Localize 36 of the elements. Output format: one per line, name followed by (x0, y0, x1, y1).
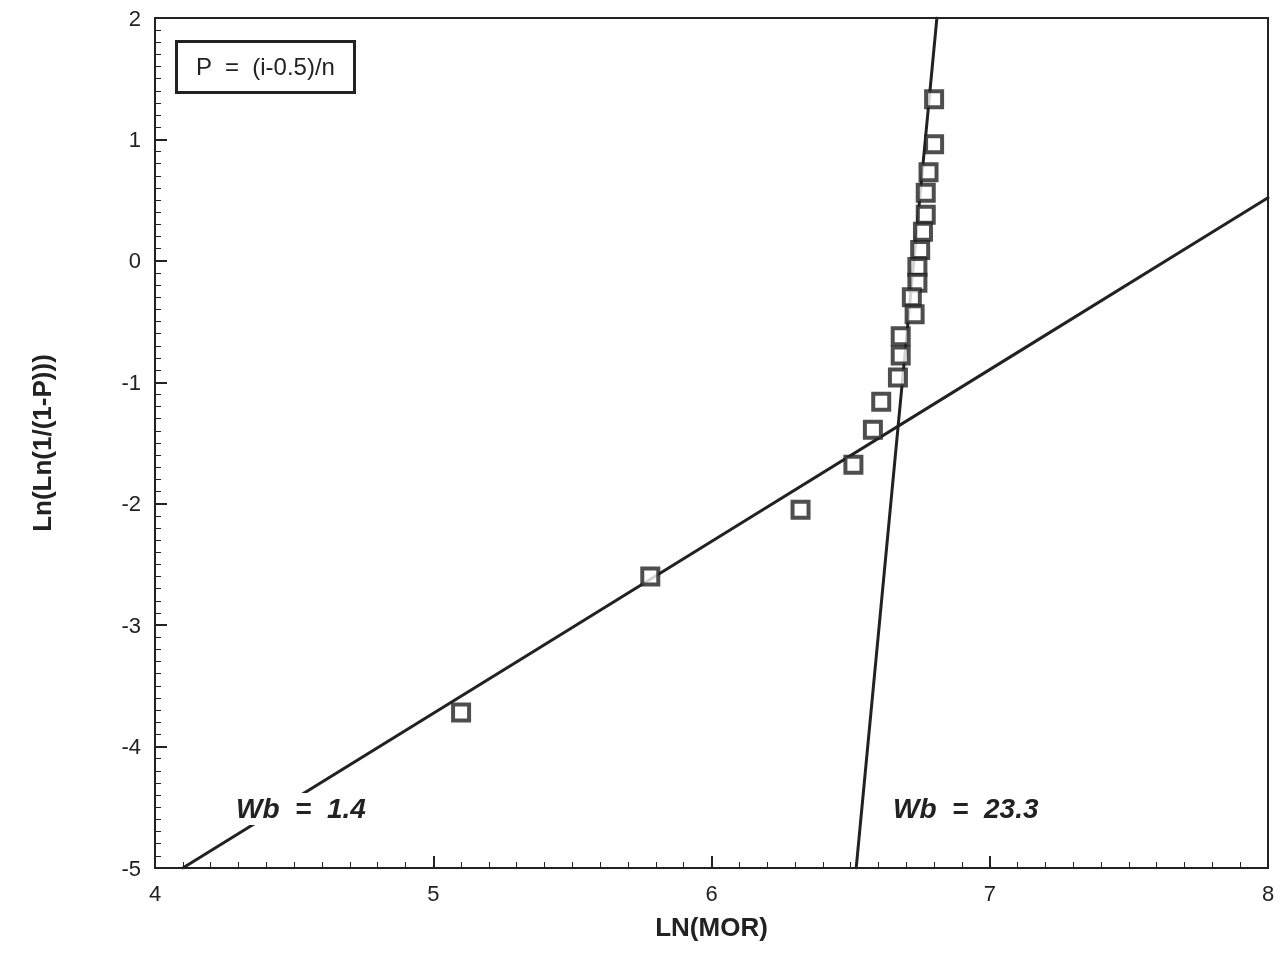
annotation: Wb = 23.3 (893, 793, 1039, 825)
formula-box: P = (i-0.5)/n (175, 40, 356, 94)
y-tick-label: -1 (121, 369, 141, 395)
y-tick-label: -5 (121, 855, 141, 881)
point (912, 221, 933, 242)
point (915, 182, 936, 203)
point (890, 326, 911, 347)
point (915, 204, 936, 225)
point (904, 304, 925, 325)
point (901, 287, 922, 308)
point (918, 162, 939, 183)
annotation: Wb = 1.4 (236, 793, 366, 825)
point (924, 89, 945, 110)
point (887, 367, 908, 388)
y-tick-label: -2 (121, 491, 141, 517)
x-tick-label: 6 (705, 880, 718, 906)
x-tick-label: 7 (983, 880, 996, 906)
y-tick-label: 1 (128, 126, 141, 152)
point (862, 419, 883, 440)
y-tick-label: -4 (121, 734, 141, 760)
x-axis-title: LN(MOR) (655, 912, 768, 942)
point (910, 239, 931, 260)
point (451, 702, 472, 723)
y-tick-label: -3 (121, 612, 141, 638)
point (790, 499, 811, 520)
point (890, 345, 911, 366)
y-tick-label: 2 (128, 5, 141, 31)
point (640, 566, 661, 587)
point (871, 391, 892, 412)
x-tick-label: 4 (148, 880, 162, 906)
x-tick-label: 5 (427, 880, 440, 906)
x-tick-label: 8 (1261, 880, 1275, 906)
y-axis-title: Ln(Ln(1/(1-P))) (27, 354, 57, 532)
point (843, 454, 864, 475)
point (924, 134, 945, 155)
y-tick-label: 0 (128, 248, 141, 274)
